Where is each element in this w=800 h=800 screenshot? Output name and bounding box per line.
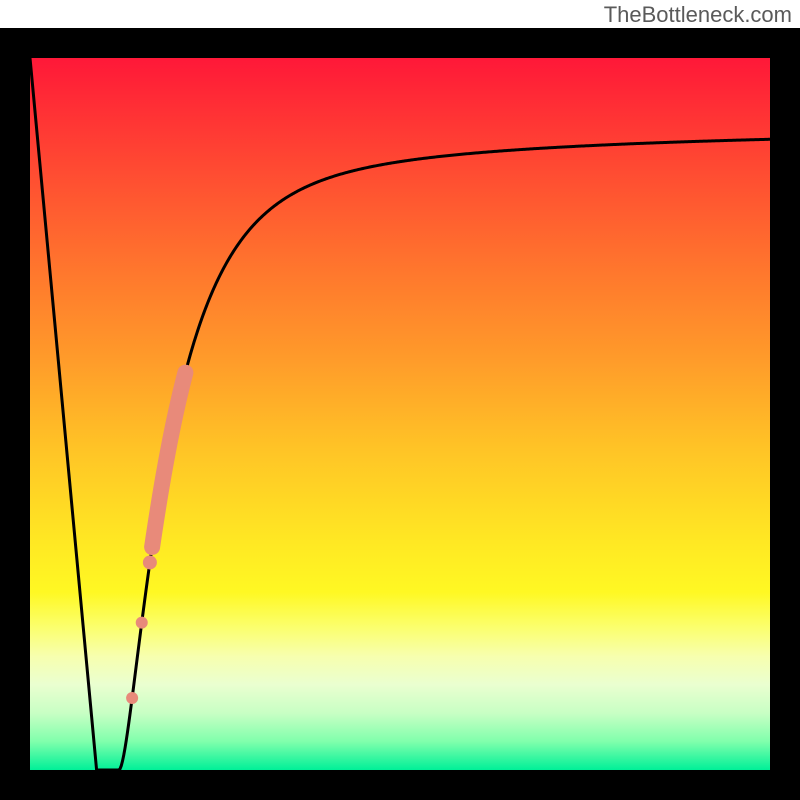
chart-svg: [0, 0, 800, 800]
watermark-text: TheBottleneck.com: [604, 2, 792, 28]
marker-dot: [126, 692, 138, 704]
marker-dot: [136, 617, 148, 629]
marker-dot: [143, 555, 157, 569]
chart-container: TheBottleneck.com: [0, 0, 800, 800]
gradient-background: [30, 58, 770, 770]
